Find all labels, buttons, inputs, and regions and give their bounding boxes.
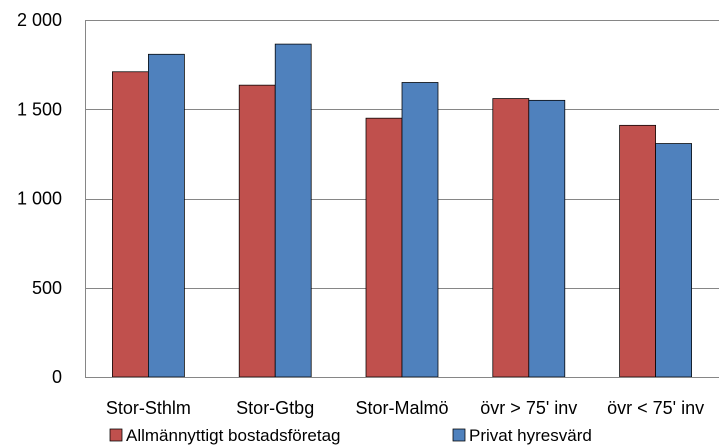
y-tick-label: 500 (32, 278, 62, 298)
y-tick-label: 1 500 (17, 99, 62, 119)
x-tick-label: Stor-Gtbg (236, 398, 314, 418)
legend-swatch (109, 428, 123, 442)
legend-label: Allmännyttigt bostadsföretag (126, 426, 341, 445)
bar-privat (528, 99, 566, 378)
bar-privat (148, 53, 185, 378)
x-tick-label: Stor-Malmö (355, 398, 448, 418)
legend: Allmännyttigt bostadsföretag Privat hyres… (109, 426, 592, 445)
y-tick-label: 1 000 (17, 189, 62, 209)
x-tick-label: Stor-Sthlm (106, 398, 191, 418)
bar-allmannyttigt (619, 124, 656, 378)
y-axis-ticks: 0 500 1 000 1 500 2 000 (17, 10, 62, 387)
y-tick-label: 2 000 (17, 10, 62, 30)
bar-privat (401, 82, 439, 378)
bar-allmannyttigt (492, 98, 530, 378)
x-tick-label: övr < 75' inv (607, 398, 704, 418)
bars (112, 43, 692, 378)
legend-swatch (452, 428, 466, 442)
x-tick-label: övr > 75' inv (480, 398, 577, 418)
legend-label: Privat hyresvärd (469, 426, 592, 445)
bar-privat (274, 43, 312, 378)
bar-allmannyttigt (238, 84, 276, 378)
bar-privat (655, 143, 692, 378)
x-axis-ticks: Stor-Sthlm Stor-Gtbg Stor-Malmö övr > 75' i… (106, 398, 704, 418)
y-tick-label: 0 (52, 367, 62, 387)
bar-allmannyttigt (365, 117, 403, 378)
bar-allmannyttigt (112, 71, 149, 378)
